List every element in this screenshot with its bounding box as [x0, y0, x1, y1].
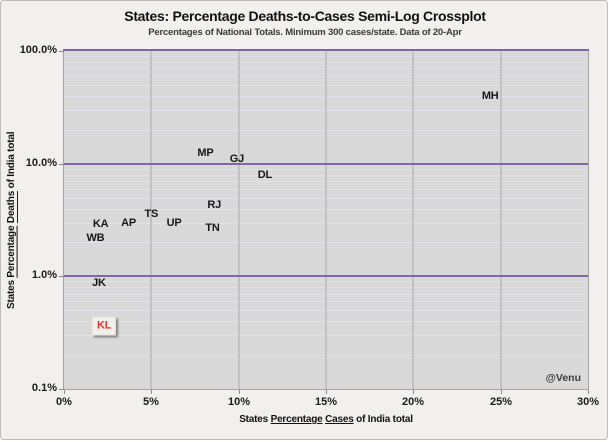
axis-title-part: Percentage	[6, 225, 17, 278]
x-tick-mark	[64, 390, 65, 394]
axis-title-part: of India total	[6, 131, 17, 191]
x-tick-label: 25%	[489, 396, 513, 408]
chart-subtitle: Percentages of National Totals. Minimum …	[148, 27, 462, 38]
data-point-MP: MP	[197, 146, 214, 159]
x-tick-mark	[239, 390, 240, 394]
x-tick-label: 10%	[227, 396, 251, 408]
y-axis-title: States Percentage Deaths of India total	[6, 51, 22, 389]
axis-title-part: Deaths	[6, 190, 17, 223]
data-point-TS: TS	[144, 207, 159, 220]
axis-title-part: States	[6, 277, 17, 309]
axis-title-part: Percentage	[270, 414, 323, 425]
x-tick-mark	[413, 390, 414, 394]
data-point-KA: KA	[92, 218, 109, 231]
x-tick-mark	[501, 390, 502, 394]
axis-title-part: States	[239, 414, 271, 425]
data-point-RJ: RJ	[207, 198, 222, 211]
data-point-WB: WB	[86, 231, 105, 244]
data-point-JK: JK	[92, 277, 106, 290]
data-point-KL: KL	[92, 316, 117, 336]
data-point-UP: UP	[166, 216, 182, 229]
plot-area	[64, 51, 588, 389]
data-point-TN: TN	[205, 221, 220, 234]
x-tick-label: 5%	[143, 396, 159, 408]
x-tick-mark	[151, 390, 152, 394]
plot-border-right	[588, 51, 589, 389]
data-point-MH: MH	[481, 89, 499, 102]
axis-title-part: Cases	[325, 414, 354, 425]
watermark: @Venu	[545, 372, 581, 384]
x-tick-label: 20%	[401, 396, 425, 408]
x-axis-title: States Percentage Cases of India total	[64, 414, 588, 425]
chart-title: States: Percentage Deaths-to-Cases Semi-…	[124, 8, 486, 24]
axis-title-part: of India total	[353, 414, 413, 425]
data-point-AP: AP	[121, 216, 137, 229]
y-tick-mark	[59, 389, 64, 390]
data-point-DL: DL	[257, 169, 272, 182]
x-tick-label: 30%	[576, 396, 600, 408]
data-point-GJ: GJ	[229, 153, 245, 165]
x-tick-mark	[326, 390, 327, 394]
axis-title-part	[6, 223, 17, 226]
x-tick-mark	[588, 390, 589, 394]
plot-border-bottom	[63, 389, 589, 390]
x-tick-label: 0%	[56, 396, 72, 408]
x-tick-label: 15%	[314, 396, 338, 408]
